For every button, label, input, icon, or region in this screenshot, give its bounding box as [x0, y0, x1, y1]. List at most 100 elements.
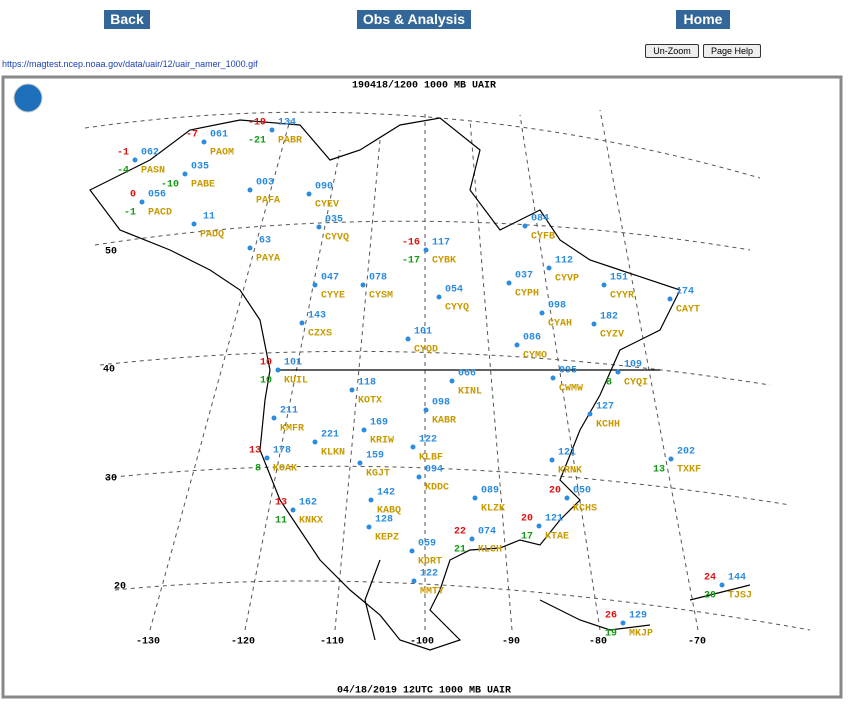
station-height: 182: [600, 312, 618, 323]
station-id: KTAE: [545, 532, 569, 543]
back-button[interactable]: Back: [104, 10, 150, 29]
station-temp: 0: [130, 190, 136, 201]
station-dewpoint: 21: [454, 545, 466, 556]
station-dot: [416, 474, 422, 480]
station-dot: [360, 282, 366, 288]
station-temp: -19: [248, 118, 266, 129]
station-id: CYBK: [432, 256, 456, 267]
station-id: PAFA: [256, 196, 280, 207]
station-height: 095: [559, 366, 577, 377]
lon-label: -130: [136, 637, 160, 648]
station-height: 211: [280, 406, 298, 417]
lon-label: -110: [320, 637, 344, 648]
station-dot: [436, 294, 442, 300]
station-height: 121: [558, 448, 576, 459]
map-frame: [1, 75, 843, 699]
unzoom-button[interactable]: Un-Zoom: [645, 44, 699, 58]
station-dot: [668, 456, 674, 462]
station-id: KCHH: [596, 420, 620, 431]
station-id: CYYQ: [445, 303, 469, 314]
station-height: 202: [677, 447, 695, 458]
station-height: 162: [299, 498, 317, 509]
lon-label: -80: [589, 637, 607, 648]
map-header: 190418/1200 1000 MB UAIR: [352, 80, 496, 92]
station-dot: [546, 265, 552, 271]
station-dot: [132, 157, 138, 163]
station-dot: [201, 139, 207, 145]
lon-label: -90: [502, 637, 520, 648]
station-dot: [357, 460, 363, 466]
station-dot: [472, 495, 478, 501]
station-height: 037: [515, 271, 533, 282]
station-id: CYYR: [610, 291, 634, 302]
station-height: 178: [273, 446, 291, 457]
station-temp: 13: [275, 498, 287, 509]
station-id: KLKN: [321, 448, 345, 459]
help-button[interactable]: Page Help: [703, 44, 761, 58]
station-dot: [316, 224, 322, 230]
station-height: 129: [629, 611, 647, 622]
station-height: 169: [370, 418, 388, 429]
station-height: 174: [676, 287, 694, 298]
station-id: KMFR: [280, 424, 304, 435]
station-dot: [601, 282, 607, 288]
station-height: 078: [369, 273, 387, 284]
station-dot: [615, 369, 621, 375]
station-height: 059: [418, 539, 436, 550]
station-id: KINL: [458, 387, 482, 398]
image-url[interactable]: https://magtest.ncep.noaa.gov/data/uair/…: [2, 59, 258, 69]
station-id: CYMO: [523, 351, 547, 362]
station-id: CWMW: [559, 384, 583, 395]
station-id: KOTX: [358, 396, 382, 407]
station-id: KRNK: [558, 466, 582, 477]
station-height: 109: [624, 360, 642, 371]
station-id: CYFB: [531, 232, 555, 243]
station-dot: [536, 523, 542, 529]
station-temp: 24: [704, 573, 716, 584]
station-height: 054: [445, 285, 463, 296]
station-temp: -16: [402, 238, 420, 249]
station-id: KABR: [432, 416, 456, 427]
station-height: 086: [523, 333, 541, 344]
station-height: 122: [420, 569, 438, 580]
station-dot: [522, 223, 528, 229]
home-button[interactable]: Home: [676, 10, 730, 29]
station-height: 035: [191, 162, 209, 173]
lat-label: 20: [114, 582, 126, 593]
station-dot: [449, 378, 455, 384]
station-id: KDDC: [425, 483, 449, 494]
station-dot: [349, 387, 355, 393]
station-height: 121: [545, 514, 563, 525]
station-dot: [506, 280, 512, 286]
station-height: 151: [610, 273, 628, 284]
station-id: CYYE: [321, 291, 345, 302]
station-id: PABE: [191, 180, 215, 191]
station-id: CYPH: [515, 289, 539, 300]
lon-label: -120: [231, 637, 255, 648]
station-dot: [549, 457, 555, 463]
station-height: 128: [375, 515, 393, 526]
station-height: 084: [531, 214, 549, 225]
obs-button[interactable]: Obs & Analysis: [357, 10, 471, 29]
station-id: PACD: [148, 208, 172, 219]
station-dot: [312, 439, 318, 445]
map-footer: 04/18/2019 12UTC 1000 MB UAIR: [337, 685, 511, 697]
station-height: 098: [432, 398, 450, 409]
station-dot: [361, 427, 367, 433]
station-dot: [411, 578, 417, 584]
station-dot: [405, 336, 411, 342]
station-dewpoint: -17: [402, 256, 420, 267]
station-id: CYEV: [315, 200, 339, 211]
station-id: KOAK: [273, 464, 297, 475]
station-dewpoint: 20: [704, 591, 716, 602]
station-dewpoint: 11: [275, 516, 287, 527]
station-height: 101: [284, 358, 302, 369]
station-height: 127: [596, 402, 614, 413]
station-dewpoint: -10: [161, 180, 179, 191]
station-dot: [620, 620, 626, 626]
station-dot: [469, 536, 475, 542]
station-dot: [514, 342, 520, 348]
station-height: 134: [278, 118, 296, 129]
station-dot: [719, 582, 725, 588]
